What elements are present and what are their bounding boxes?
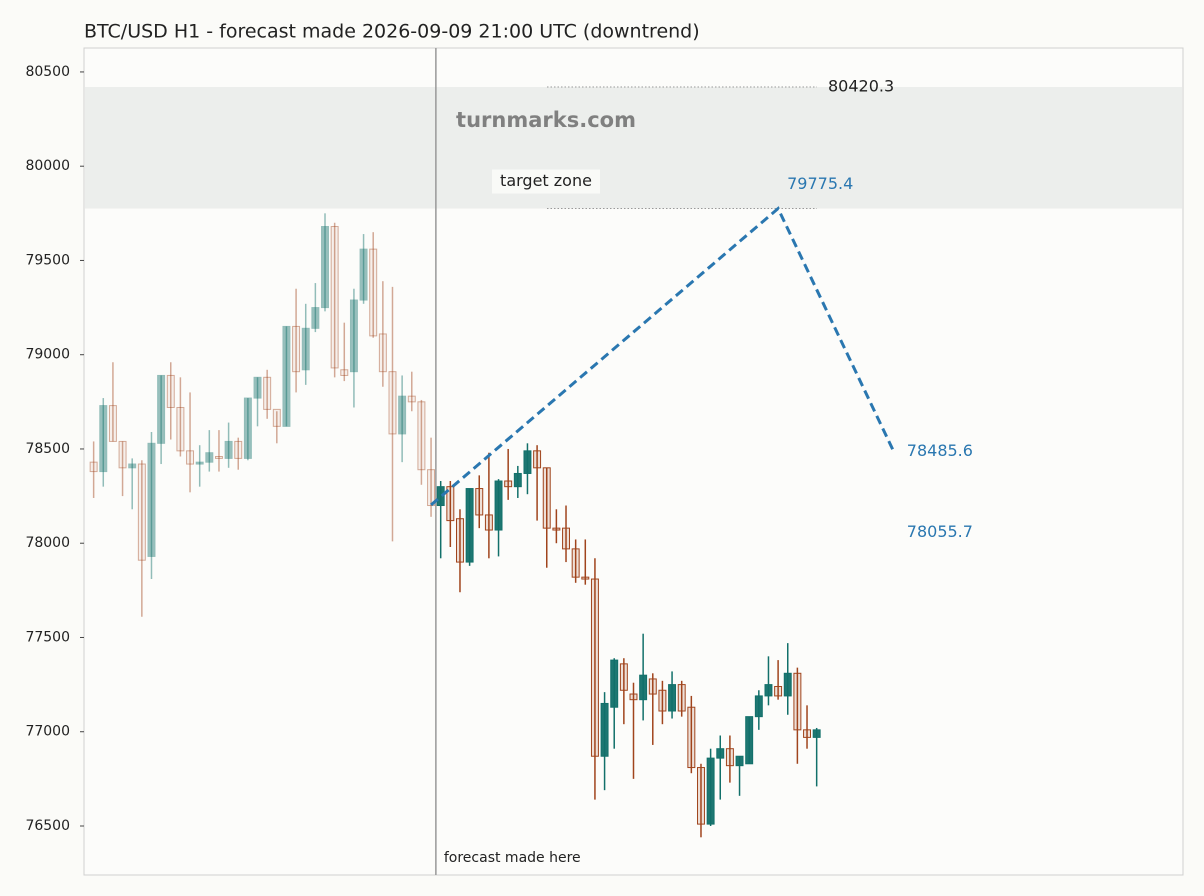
candle-body xyxy=(417,401,426,471)
candle-body xyxy=(330,226,339,369)
candle-body xyxy=(571,548,580,578)
candle-body xyxy=(793,672,802,731)
candle-body xyxy=(253,376,262,399)
candle-body xyxy=(263,376,272,410)
candle-body xyxy=(369,248,378,337)
candle-body xyxy=(803,729,811,738)
y-tick-label: 76500 xyxy=(25,818,70,834)
candle-body xyxy=(648,678,657,695)
candle-body xyxy=(735,755,744,767)
candle-body xyxy=(147,442,156,557)
y-tick-label: 78000 xyxy=(25,535,70,551)
candle-body xyxy=(619,663,628,691)
y-tick-label: 77500 xyxy=(25,629,70,645)
candle-body xyxy=(224,440,233,459)
forecast-label: 79775.4 xyxy=(787,174,853,193)
zone-label-bg xyxy=(492,169,600,194)
candle-body xyxy=(484,514,493,531)
candle-body xyxy=(378,333,387,373)
zone-label: target zone xyxy=(500,171,592,190)
candle-body xyxy=(301,327,310,371)
candle-body xyxy=(292,325,301,373)
candle-body xyxy=(166,374,175,408)
candle-body xyxy=(407,395,416,403)
candle-body xyxy=(128,463,137,469)
candle-body xyxy=(687,706,696,769)
forecast-line xyxy=(430,206,896,507)
candle-body xyxy=(504,480,513,488)
candle-body xyxy=(137,463,146,561)
candle-body xyxy=(436,486,445,507)
candle-body xyxy=(523,450,532,474)
candle-body xyxy=(311,307,320,329)
candle-body xyxy=(629,693,638,701)
candle-body xyxy=(658,689,667,712)
candle-body xyxy=(89,461,98,473)
candle-body xyxy=(783,672,792,697)
y-tick-label: 78500 xyxy=(25,441,70,457)
candle-body xyxy=(562,527,570,550)
forecast-label: 78485.6 xyxy=(907,441,973,460)
candle-body xyxy=(157,374,166,444)
y-tick-label: 77000 xyxy=(25,724,70,740)
candle-body xyxy=(745,716,754,765)
candle-body xyxy=(398,395,407,435)
candle-body xyxy=(388,371,397,435)
target-zone xyxy=(85,86,1182,209)
candle-body xyxy=(234,440,243,459)
candle-body xyxy=(716,748,725,759)
candle-body xyxy=(465,488,474,563)
y-tick-label: 79000 xyxy=(25,347,70,363)
candle-body xyxy=(475,488,484,516)
y-tick-label: 80000 xyxy=(25,158,70,174)
candle-body xyxy=(600,702,609,757)
candle-body xyxy=(340,369,349,376)
candle-body xyxy=(494,480,503,531)
candle-body xyxy=(186,450,195,465)
y-tick-label: 80500 xyxy=(25,64,70,80)
candle-body xyxy=(446,486,455,522)
candle-body xyxy=(176,406,185,452)
candle-body xyxy=(764,684,773,697)
y-tick-label: 79500 xyxy=(25,252,70,268)
candle-body xyxy=(610,659,619,708)
candle-body xyxy=(754,695,763,718)
chart-title: BTC/USD H1 - forecast made 2026-09-09 21… xyxy=(84,21,700,43)
candle-body xyxy=(542,467,551,529)
candle-body xyxy=(214,456,223,459)
candle-body xyxy=(581,576,590,580)
candle-body xyxy=(99,405,108,473)
candle-body xyxy=(349,299,358,373)
candle-body xyxy=(456,518,464,563)
candle-body xyxy=(668,684,677,712)
candle-body xyxy=(774,685,783,697)
candle-body xyxy=(639,674,648,701)
candle-body xyxy=(590,578,599,757)
watermark: turnmarks.com xyxy=(456,108,636,132)
zone-top-label: 80420.3 xyxy=(828,76,894,95)
candle-body xyxy=(118,440,127,469)
forecast-annotation: forecast made here xyxy=(444,850,581,866)
candle-body xyxy=(205,452,214,463)
candle-body xyxy=(677,684,686,712)
candle-body xyxy=(725,748,734,767)
candle-body xyxy=(427,469,436,507)
candle-body xyxy=(812,729,821,738)
candle-body xyxy=(195,461,204,465)
candle-body xyxy=(697,767,705,825)
candle-body xyxy=(108,405,117,442)
candle-body xyxy=(552,527,561,531)
candle-body xyxy=(243,397,252,459)
candle-body xyxy=(533,450,542,469)
candle-body xyxy=(321,226,329,309)
candle-body xyxy=(359,248,368,301)
level-label: 78055.7 xyxy=(907,522,973,541)
candle-body xyxy=(513,472,522,488)
candle-body xyxy=(706,757,715,825)
candle-body xyxy=(282,325,291,427)
candle-body xyxy=(272,408,281,427)
